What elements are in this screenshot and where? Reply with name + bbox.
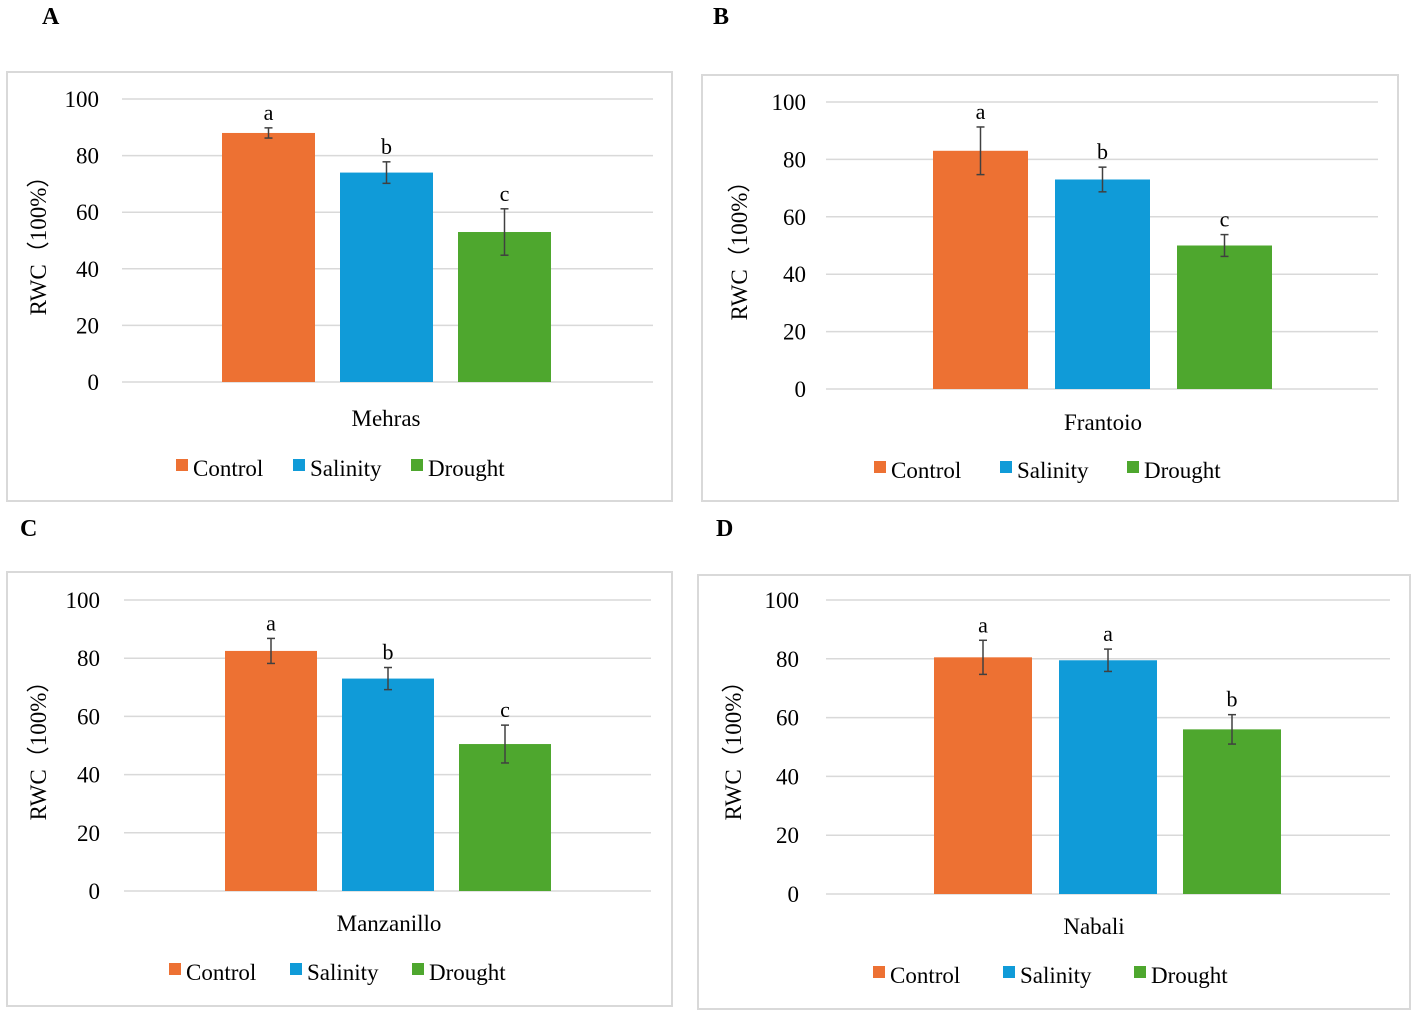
legend-label-a-control: Control (193, 456, 263, 481)
bar-a-salinity (340, 172, 433, 382)
panel-letter-d: D (716, 516, 734, 542)
legend-swatch-c-salinity (290, 963, 302, 975)
y-tick-label-c-60: 60 (77, 704, 100, 729)
bar-a-control (222, 132, 315, 382)
legend-swatch-d-control (873, 966, 885, 978)
y-tick-label-c-40: 40 (77, 763, 100, 788)
y-tick-label-b-60: 60 (783, 205, 806, 230)
y-tick-label-d-80: 80 (776, 647, 799, 672)
chart-frame-b (701, 74, 1399, 502)
bar-c-control (225, 650, 317, 891)
y-tick-label-c-100: 100 (66, 588, 101, 613)
significance-letter-c-salinity: b (383, 640, 394, 665)
y-tick-label-a-100: 100 (65, 87, 100, 112)
legend-swatch-a-control (176, 459, 188, 471)
y-tick-label-a-60: 60 (76, 200, 99, 225)
y-tick-label-b-40: 40 (783, 262, 806, 287)
significance-letter-a-salinity: b (381, 134, 392, 159)
legend-swatch-d-drought (1134, 966, 1146, 978)
y-tick-label-c-20: 20 (77, 821, 100, 846)
y-axis-label-d: RWC（100%） (721, 670, 746, 821)
legend-label-c-control: Control (186, 960, 256, 985)
bar-b-control (933, 150, 1028, 389)
significance-letter-a-control: a (264, 100, 274, 125)
significance-letter-d-salinity: a (1103, 621, 1113, 646)
y-tick-label-b-20: 20 (783, 320, 806, 345)
legend-label-c-salinity: Salinity (307, 960, 379, 985)
legend-label-d-control: Control (890, 963, 960, 988)
bar-a-drought (458, 232, 551, 382)
significance-letter-b-control: a (976, 99, 986, 124)
legend-label-a-salinity: Salinity (310, 456, 382, 481)
significance-letter-d-drought: b (1227, 687, 1238, 712)
legend-label-a-drought: Drought (428, 456, 505, 481)
chart-frame-a (6, 71, 673, 502)
bar-c-drought (459, 744, 551, 891)
bar-d-salinity (1059, 660, 1157, 894)
legend-swatch-b-control (874, 461, 886, 473)
y-axis-label-c: RWC（100%） (26, 670, 51, 821)
legend-label-b-control: Control (891, 458, 961, 483)
significance-letter-b-salinity: b (1097, 139, 1108, 164)
significance-letter-c-drought: c (500, 697, 510, 722)
y-tick-label-a-20: 20 (76, 313, 99, 338)
y-axis-label-a: RWC（100%） (26, 165, 51, 316)
bar-c-salinity (342, 678, 434, 891)
legend-label-d-drought: Drought (1151, 963, 1228, 988)
category-label-b: Frantoio (1064, 410, 1142, 435)
panel-letter-c: C (20, 516, 38, 542)
y-tick-label-b-80: 80 (783, 147, 806, 172)
category-label-a: Mehras (352, 406, 421, 431)
y-tick-label-d-100: 100 (765, 588, 800, 613)
y-tick-label-a-40: 40 (76, 257, 99, 282)
y-axis-label-b: RWC（100%） (727, 170, 752, 321)
legend-swatch-c-drought (412, 963, 424, 975)
y-tick-label-b-0: 0 (795, 377, 807, 402)
bar-b-salinity (1055, 179, 1150, 389)
y-tick-label-c-80: 80 (77, 646, 100, 671)
chart-frame-d (697, 574, 1411, 1010)
legend-swatch-b-salinity (1000, 461, 1012, 473)
significance-letter-a-drought: c (500, 181, 510, 206)
panel-letter-a: A (42, 4, 60, 30)
legend-label-d-salinity: Salinity (1020, 963, 1092, 988)
legend-swatch-b-drought (1127, 461, 1139, 473)
bar-b-drought (1177, 245, 1272, 389)
y-tick-label-d-40: 40 (776, 764, 799, 789)
y-tick-label-b-100: 100 (772, 90, 807, 115)
y-tick-label-d-60: 60 (776, 706, 799, 731)
legend-swatch-d-salinity (1003, 966, 1015, 978)
legend-swatch-a-salinity (293, 459, 305, 471)
panel-letter-b: B (713, 4, 730, 30)
chart-frame-c (6, 571, 673, 1007)
legend-swatch-a-drought (411, 459, 423, 471)
legend-swatch-c-control (169, 963, 181, 975)
significance-letter-b-drought: c (1220, 207, 1230, 232)
y-tick-label-a-80: 80 (76, 144, 99, 169)
bar-d-drought (1183, 729, 1281, 894)
significance-letter-d-control: a (978, 612, 988, 637)
legend-label-b-drought: Drought (1144, 458, 1221, 483)
category-label-d: Nabali (1063, 914, 1124, 939)
y-tick-label-c-0: 0 (89, 879, 101, 904)
y-tick-label-d-0: 0 (788, 882, 800, 907)
y-tick-label-a-0: 0 (88, 370, 100, 395)
category-label-c: Manzanillo (337, 911, 442, 936)
bar-d-control (934, 657, 1032, 894)
significance-letter-c-control: a (266, 610, 276, 635)
legend-label-c-drought: Drought (429, 960, 506, 985)
y-tick-label-d-20: 20 (776, 823, 799, 848)
legend-label-b-salinity: Salinity (1017, 458, 1089, 483)
